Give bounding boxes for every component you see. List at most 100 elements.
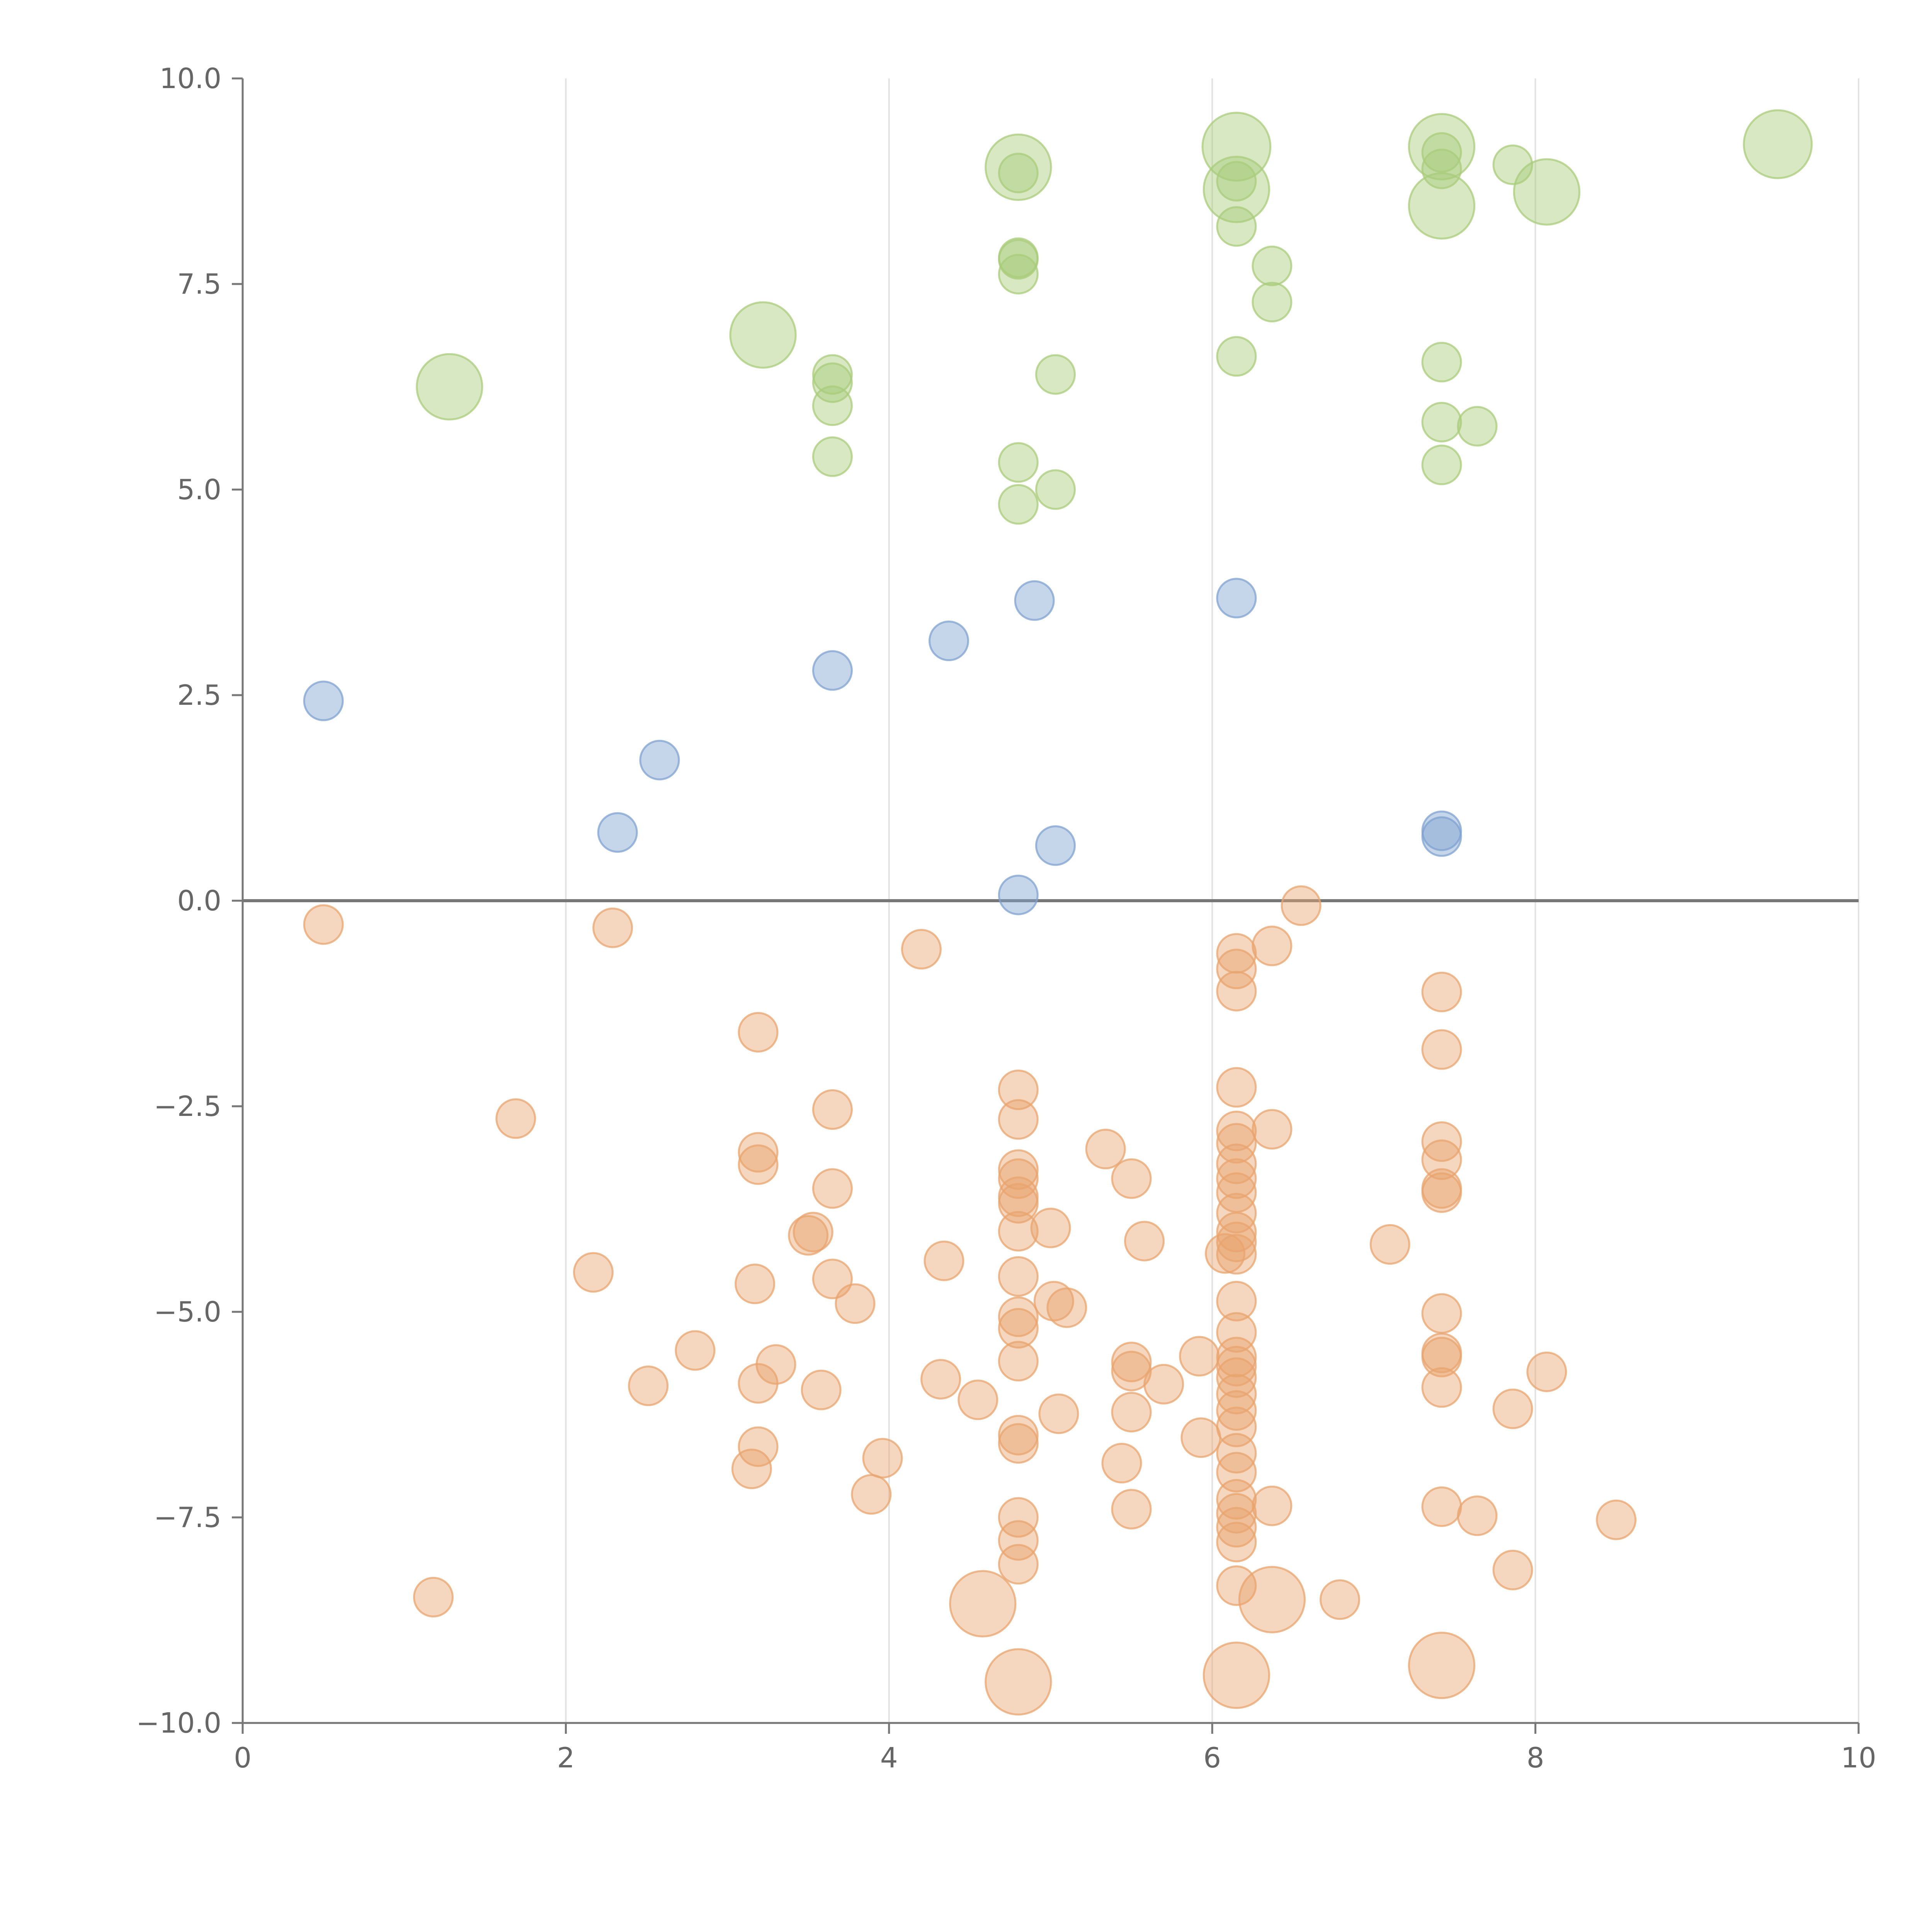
data-point-low: [1457, 1495, 1498, 1536]
data-point-high: [1457, 406, 1498, 447]
data-point-low: [755, 1344, 796, 1385]
y-tick-label: 2.5: [177, 679, 221, 711]
data-point-low: [812, 1089, 853, 1130]
data-point-high: [998, 253, 1039, 294]
y-tick-label: 0.0: [177, 884, 221, 917]
data-point-low: [413, 1577, 454, 1617]
data-point-low: [303, 904, 344, 945]
x-tick-label: 6: [1203, 1742, 1221, 1774]
data-point-high: [1421, 132, 1462, 173]
y-tick-label: 5.0: [177, 473, 221, 506]
data-point-low: [628, 1366, 669, 1406]
data-point-high: [1513, 158, 1581, 226]
data-point-low: [1238, 1566, 1306, 1633]
data-point-low: [998, 1211, 1039, 1252]
data-point-low: [1111, 1158, 1152, 1199]
data-point-low: [1216, 1111, 1257, 1151]
data-point-low: [1085, 1129, 1126, 1170]
data-point-low: [1216, 1221, 1257, 1262]
data-point-low: [1421, 1121, 1462, 1162]
data-point-low: [1216, 1123, 1257, 1164]
data-point-low: [1033, 1281, 1074, 1321]
data-point-low: [1111, 1489, 1152, 1530]
data-point-high: [1216, 206, 1257, 247]
data-point-low: [998, 1296, 1039, 1337]
data-point-low: [1030, 1208, 1071, 1248]
data-point-low: [1492, 1388, 1533, 1429]
data-point-low: [1216, 949, 1257, 990]
data-point-low: [1216, 1067, 1257, 1108]
data-point-low: [788, 1215, 829, 1256]
data-point-low: [1216, 1281, 1257, 1321]
data-point-low: [985, 1648, 1052, 1716]
data-point-low: [1421, 1367, 1462, 1408]
data-point-low: [1179, 1336, 1220, 1377]
data-point-high: [1421, 444, 1462, 485]
data-point-low: [1216, 1390, 1257, 1431]
data-point-low: [851, 1474, 892, 1515]
data-point-low: [998, 1183, 1039, 1224]
data-point-low: [1216, 1357, 1257, 1398]
data-point-low: [1124, 1221, 1165, 1262]
data-point-low: [1421, 1172, 1462, 1213]
data-point-low: [998, 1423, 1039, 1464]
data-point-low: [1252, 1109, 1293, 1150]
data-point-low: [1526, 1351, 1567, 1392]
data-point-low: [923, 1240, 964, 1281]
data-point-low: [1421, 1337, 1462, 1378]
data-point-high: [416, 353, 483, 421]
data-point-high: [998, 484, 1039, 525]
data-point-low: [1143, 1364, 1184, 1405]
x-tick-label: 8: [1527, 1742, 1544, 1774]
data-point-low: [998, 1341, 1039, 1382]
data-point-low: [1281, 885, 1321, 926]
data-point-low: [1216, 1493, 1257, 1534]
data-point-high: [998, 442, 1039, 483]
x-tick-label: 0: [234, 1742, 252, 1774]
data-point-low: [1216, 1479, 1257, 1520]
data-point-low: [1216, 1565, 1257, 1606]
data-point-high: [998, 153, 1039, 194]
data-point-low: [949, 1570, 1017, 1638]
data-point-low: [1216, 1507, 1257, 1548]
data-point-low: [1252, 925, 1293, 966]
data-point-high: [1201, 112, 1272, 182]
data-point-low: [998, 1069, 1039, 1110]
data-point-mid: [1421, 816, 1462, 857]
data-point-high: [1492, 144, 1533, 185]
data-point-low: [1216, 1312, 1257, 1353]
data-point-high: [1252, 282, 1293, 323]
data-point-mid: [1035, 825, 1076, 866]
y-tick-label: −2.5: [154, 1090, 221, 1122]
data-point-low: [998, 1544, 1039, 1585]
data-point-low: [738, 1012, 779, 1053]
x-tick-label: 4: [880, 1742, 898, 1774]
data-point-low: [920, 1359, 961, 1400]
y-tick-label: −7.5: [154, 1501, 221, 1534]
data-point-low: [735, 1264, 776, 1304]
data-point-low: [998, 1308, 1039, 1349]
data-point-low: [1216, 1212, 1257, 1253]
data-point-low: [1421, 1486, 1462, 1527]
data-point-high: [1202, 156, 1270, 223]
data-point-low: [1111, 1342, 1152, 1383]
data-point-high: [1216, 336, 1257, 377]
data-point-low: [1492, 1549, 1533, 1590]
data-point-low: [495, 1098, 536, 1139]
data-point-low: [1421, 1029, 1462, 1070]
data-point-low: [1202, 1641, 1270, 1709]
data-point-high: [812, 354, 853, 395]
data-points: [303, 109, 1813, 1716]
data-point-mid: [597, 812, 638, 853]
data-point-low: [1216, 1143, 1257, 1184]
data-point-low: [1421, 971, 1462, 1012]
data-point-low: [998, 1158, 1039, 1199]
data-point-high: [998, 239, 1039, 280]
data-point-low: [1596, 1499, 1637, 1540]
data-point-low: [901, 929, 942, 970]
data-point-mid: [1216, 578, 1257, 619]
data-point-low: [1421, 1139, 1462, 1180]
data-point-high: [812, 436, 853, 477]
axes: −10.0 −7.5 −5.0 −2.5 0.0 2.5 5.0 7.5 10.0 0 2 4 6 8 10: [136, 62, 1876, 1774]
data-point-low: [1205, 1233, 1246, 1274]
